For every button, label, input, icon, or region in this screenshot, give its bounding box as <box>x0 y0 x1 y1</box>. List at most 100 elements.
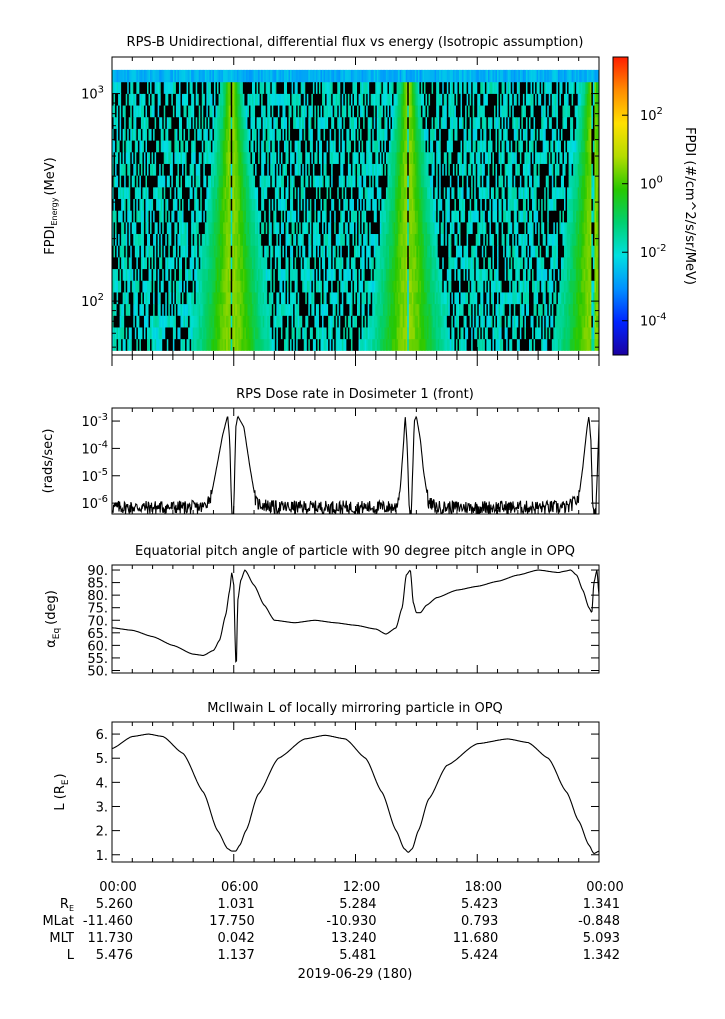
spectrogram-cell <box>408 221 411 235</box>
spectrogram-cell <box>280 256 284 270</box>
spectrogram-cell <box>550 291 553 305</box>
spectrogram-cell <box>163 186 166 199</box>
spectrogram-cell <box>220 268 223 281</box>
spectrogram-cell <box>204 256 207 270</box>
spectrogram-cell <box>232 221 235 235</box>
spectrogram-cell <box>375 233 378 246</box>
spectrogram-cell <box>512 303 515 316</box>
spectrogram-cell <box>423 315 427 328</box>
spectrogram-cell <box>317 198 320 211</box>
spectrogram-cell <box>261 326 264 340</box>
spectrogram-cell <box>463 315 466 328</box>
spectrogram-cell <box>293 315 296 328</box>
spectrogram-cell <box>360 163 363 176</box>
spectrogram-cell <box>239 268 242 281</box>
spectrogram-cell <box>177 338 180 351</box>
spectrogram-cell <box>168 326 171 340</box>
spectrogram-cell <box>306 245 309 258</box>
spectrogram-cell <box>344 315 347 328</box>
spectrogram-cell <box>405 303 408 316</box>
spectrogram-cell <box>255 245 258 258</box>
spectrogram-cell <box>466 338 469 351</box>
spectrogram-cell <box>528 210 532 223</box>
spectrogram-cell <box>544 280 547 293</box>
spectrogram-cell <box>139 326 142 340</box>
spectrogram-cell <box>535 186 538 199</box>
spectrogram-cell <box>235 326 238 340</box>
spectrogram-cell <box>379 163 382 176</box>
spectrogram-cell <box>194 186 197 199</box>
spectrogram-cell <box>182 256 185 270</box>
spectrogram-cell <box>497 280 500 293</box>
spectrogram-cell <box>360 221 363 235</box>
spectrogram-cell <box>465 338 468 351</box>
spectrogram-cell <box>509 233 512 246</box>
spectrogram-cell <box>221 210 224 223</box>
spectrogram-cell <box>174 233 177 246</box>
spectrogram-cell <box>518 186 521 199</box>
spectrogram-cell <box>493 291 497 305</box>
spectrogram-cell <box>538 291 541 305</box>
spectrogram-cell <box>218 326 221 340</box>
spectrogram-cell <box>408 210 411 223</box>
spectrogram-cell <box>524 198 527 211</box>
spectrogram-cell <box>258 245 261 258</box>
spectrogram-cell <box>472 198 475 211</box>
spectrogram-cell <box>586 303 589 316</box>
spectrogram-cell <box>142 303 145 316</box>
spectrogram-cell <box>509 291 512 305</box>
spectrogram-cell <box>122 268 125 281</box>
spectrogram-cell <box>175 221 179 235</box>
spectrogram-cell <box>151 256 154 270</box>
spectrogram-cell <box>200 245 203 258</box>
spectrogram-cell <box>538 221 541 235</box>
spectrogram-cell <box>171 198 174 211</box>
spectrogram-cell <box>328 256 331 270</box>
spectrogram-cell <box>477 303 480 316</box>
spectrogram-cell <box>392 256 395 270</box>
spectrogram-cell <box>341 256 344 270</box>
spectrogram-cell <box>530 198 533 211</box>
spectrogram-cell <box>233 268 236 281</box>
spectrogram-cell <box>401 198 404 211</box>
spectrogram-cell <box>116 198 119 211</box>
spectrogram-cell <box>486 303 489 316</box>
spectrogram-cell <box>510 268 513 281</box>
spectrogram-cell <box>562 198 565 211</box>
spectrogram-cell <box>513 221 516 235</box>
spectrogram-cell <box>244 315 247 328</box>
spectrogram-cell <box>169 338 172 351</box>
spectrogram-cell <box>563 268 567 281</box>
spectrogram-cell <box>309 233 312 246</box>
spectrogram-cell <box>445 315 448 328</box>
spectrogram-cell <box>521 256 524 270</box>
spectrogram-cell <box>355 175 358 188</box>
spectrogram-cell <box>550 268 553 281</box>
spectrogram-cell <box>408 303 411 316</box>
spectrogram-cell <box>548 268 551 281</box>
spectrogram-cell <box>305 268 308 281</box>
spectrogram-cell <box>209 315 212 328</box>
spectrogram-cell <box>360 338 363 351</box>
spectrogram-cell <box>160 280 163 293</box>
spectrogram-cell <box>420 280 424 293</box>
spectrogram-cell <box>169 245 172 258</box>
spectrogram-cell <box>217 175 220 188</box>
spectrogram-cell <box>265 233 268 246</box>
spectrogram-cell <box>165 326 168 340</box>
spectrogram-cell <box>442 256 445 270</box>
spectrogram-cell <box>343 210 346 223</box>
spectrogram-cell <box>463 338 466 351</box>
spectrogram-cell <box>395 315 398 328</box>
spectrogram-cell <box>565 338 568 351</box>
spectrogram-cell <box>137 280 140 293</box>
spectrogram-cell <box>118 315 121 328</box>
spectrogram-cell <box>462 291 465 305</box>
spectrogram-cell <box>218 186 221 199</box>
spectrogram-cell <box>347 280 351 293</box>
spectrogram-cell <box>188 198 191 211</box>
spectrogram-cell <box>154 291 157 305</box>
spectrogram-cell <box>551 338 554 351</box>
spectrogram-cell <box>154 221 157 235</box>
spectrogram-cell <box>475 315 478 328</box>
